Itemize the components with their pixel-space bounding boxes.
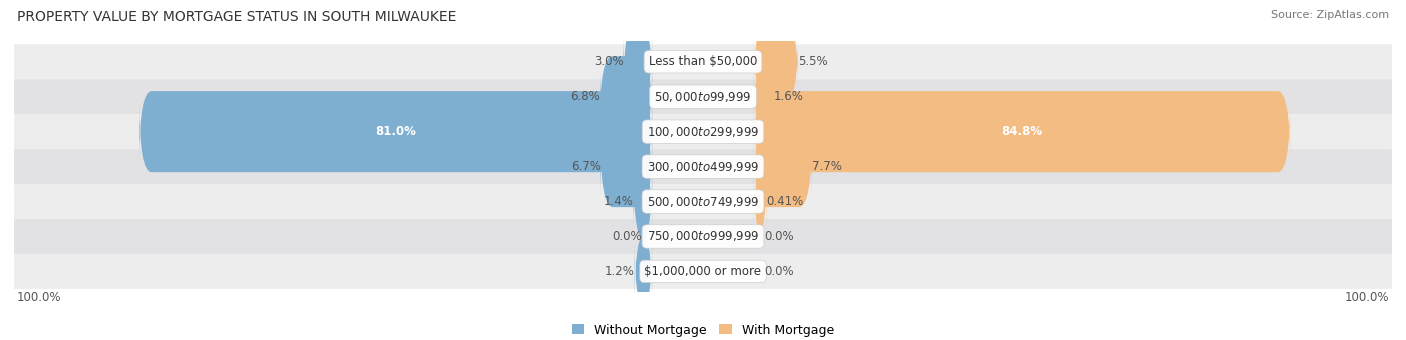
Text: 1.2%: 1.2% xyxy=(605,265,634,278)
FancyBboxPatch shape xyxy=(754,91,1291,172)
Text: Source: ZipAtlas.com: Source: ZipAtlas.com xyxy=(1271,10,1389,20)
FancyBboxPatch shape xyxy=(139,91,652,172)
Text: PROPERTY VALUE BY MORTGAGE STATUS IN SOUTH MILWAUKEE: PROPERTY VALUE BY MORTGAGE STATUS IN SOU… xyxy=(17,10,456,24)
FancyBboxPatch shape xyxy=(754,161,766,242)
FancyBboxPatch shape xyxy=(14,79,1392,114)
Text: 0.41%: 0.41% xyxy=(766,195,804,208)
Text: 7.7%: 7.7% xyxy=(811,160,842,173)
Text: 5.5%: 5.5% xyxy=(799,55,828,68)
Text: $500,000 to $749,999: $500,000 to $749,999 xyxy=(647,194,759,208)
Text: $100,000 to $299,999: $100,000 to $299,999 xyxy=(647,125,759,139)
Text: 81.0%: 81.0% xyxy=(375,125,416,138)
Text: 1.4%: 1.4% xyxy=(603,195,634,208)
Text: $50,000 to $99,999: $50,000 to $99,999 xyxy=(654,90,752,104)
FancyBboxPatch shape xyxy=(623,21,652,102)
Text: $1,000,000 or more: $1,000,000 or more xyxy=(644,265,762,278)
Text: 0.0%: 0.0% xyxy=(613,230,643,243)
Text: 100.0%: 100.0% xyxy=(1344,291,1389,304)
FancyBboxPatch shape xyxy=(600,56,652,137)
FancyBboxPatch shape xyxy=(14,184,1392,219)
FancyBboxPatch shape xyxy=(754,126,811,207)
FancyBboxPatch shape xyxy=(14,114,1392,149)
FancyBboxPatch shape xyxy=(754,21,799,102)
Text: Less than $50,000: Less than $50,000 xyxy=(648,55,758,68)
Text: 100.0%: 100.0% xyxy=(17,291,62,304)
FancyBboxPatch shape xyxy=(634,161,652,242)
FancyBboxPatch shape xyxy=(14,44,1392,79)
Text: 3.0%: 3.0% xyxy=(593,55,623,68)
FancyBboxPatch shape xyxy=(14,219,1392,254)
FancyBboxPatch shape xyxy=(634,231,652,312)
Text: 1.6%: 1.6% xyxy=(773,90,804,103)
FancyBboxPatch shape xyxy=(14,254,1392,289)
Text: $300,000 to $499,999: $300,000 to $499,999 xyxy=(647,159,759,174)
Text: 6.8%: 6.8% xyxy=(571,90,600,103)
Text: $750,000 to $999,999: $750,000 to $999,999 xyxy=(647,230,759,243)
FancyBboxPatch shape xyxy=(600,126,652,207)
Text: 84.8%: 84.8% xyxy=(1001,125,1043,138)
Legend: Without Mortgage, With Mortgage: Without Mortgage, With Mortgage xyxy=(567,319,839,340)
FancyBboxPatch shape xyxy=(14,149,1392,184)
Text: 0.0%: 0.0% xyxy=(763,230,793,243)
Text: 0.0%: 0.0% xyxy=(763,265,793,278)
Text: 6.7%: 6.7% xyxy=(571,160,600,173)
FancyBboxPatch shape xyxy=(754,56,773,137)
